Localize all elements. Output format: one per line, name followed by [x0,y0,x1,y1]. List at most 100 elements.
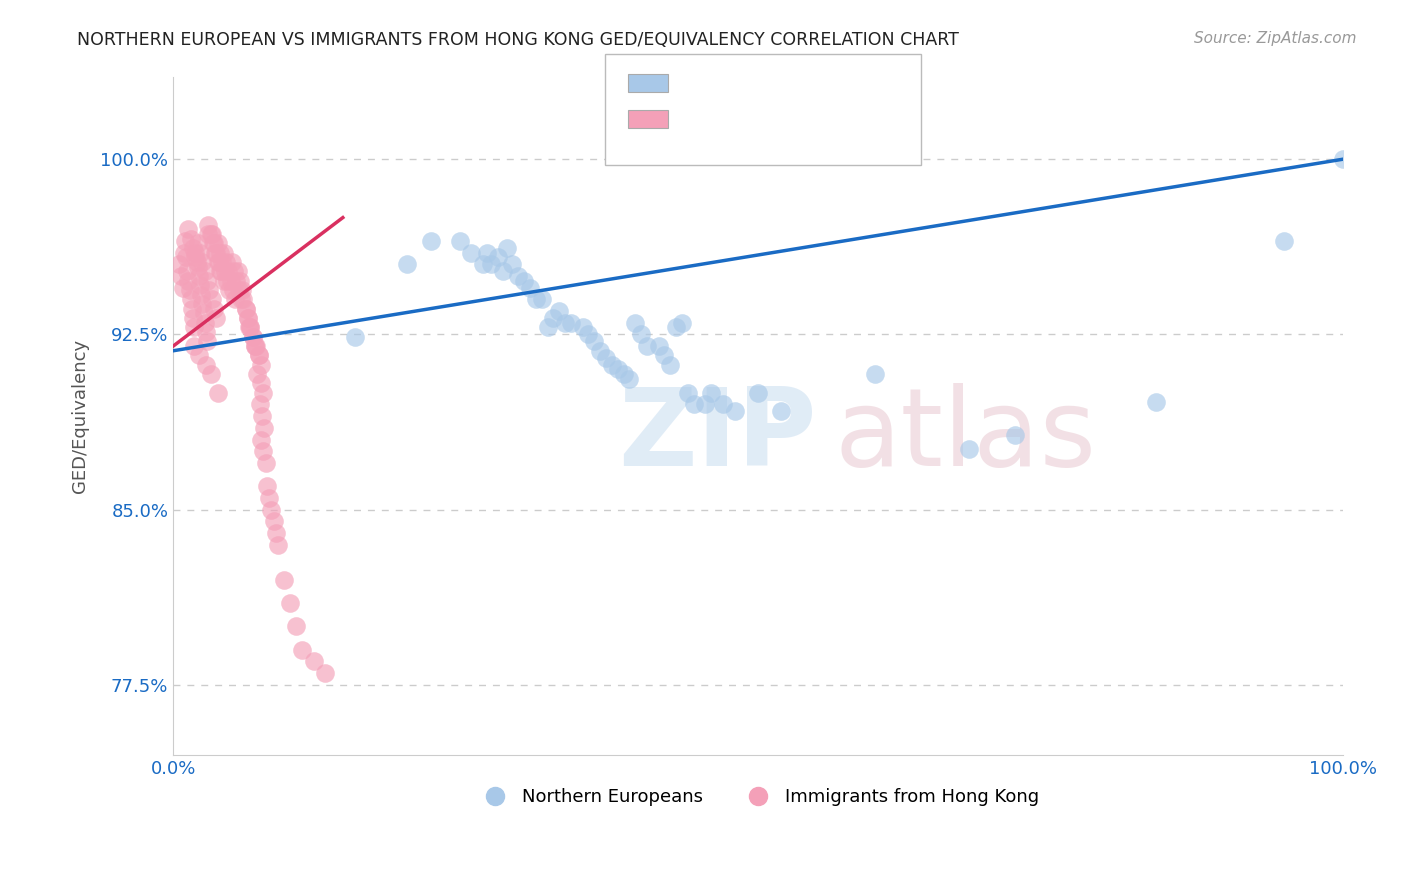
Point [263,514,285,528]
Point [495,241,517,255]
Point [207,385,229,400]
Point [229,274,252,288]
Point [252,444,274,458]
Point [682,397,704,411]
Text: atlas: atlas [834,384,1097,490]
Point [201,227,224,241]
Point [253,421,276,435]
Point [747,385,769,400]
Text: NORTHERN EUROPEAN VS IMMIGRANTS FROM HONG KONG GED/EQUIVALENCY CORRELATION CHART: NORTHERN EUROPEAN VS IMMIGRANTS FROM HON… [77,31,959,49]
Point [1004,428,1026,442]
Point [215,255,238,269]
Point [1274,234,1296,248]
Point [302,655,325,669]
Point [174,234,197,248]
Point [239,320,262,334]
Point [211,255,233,269]
Point [235,301,257,316]
Point [180,232,202,246]
Point [665,320,688,334]
Point [177,222,200,236]
Point [252,385,274,400]
Point [273,573,295,587]
Point [246,367,269,381]
Point [278,596,301,610]
Point [228,283,250,297]
Point [221,255,243,269]
Point [647,339,669,353]
Point [208,245,231,260]
Point [214,264,236,278]
Point [600,358,623,372]
Point [624,316,647,330]
Point [184,245,207,260]
Point [636,339,658,353]
Point [513,274,536,288]
Point [191,297,214,311]
Point [676,385,699,400]
Point [194,325,217,339]
Point [188,278,211,293]
Point [770,404,793,418]
Point [314,666,336,681]
Point [236,311,259,326]
Point [612,367,634,381]
Point [215,274,238,288]
Y-axis label: GED/Equivalency: GED/Equivalency [72,339,89,493]
Point [218,283,240,297]
Point [606,362,628,376]
Point [238,320,260,334]
Point [208,255,231,269]
Point [172,281,194,295]
Point [659,358,682,372]
Point [194,316,217,330]
Point [194,358,217,372]
Point [242,330,264,344]
Point [177,274,200,288]
Point [711,397,734,411]
Point [217,264,239,278]
Point [250,358,273,372]
Point [173,245,195,260]
Point [181,241,204,255]
Point [212,274,235,288]
Text: R =  0.261   N =  112: R = 0.261 N = 112 [678,108,887,126]
Point [207,236,229,251]
Point [187,260,209,274]
Point [243,339,266,353]
Point [197,218,219,232]
Point [863,367,886,381]
Point [250,433,273,447]
Point [225,274,247,288]
Point [475,245,498,260]
Point [724,404,747,418]
Point [548,304,571,318]
Text: R =  0.399   N =  53: R = 0.399 N = 53 [678,72,875,90]
Point [186,255,208,269]
Point [181,301,204,316]
Point [200,367,222,381]
Point [167,257,190,271]
Point [224,293,246,307]
Point [285,619,308,633]
Point [245,339,267,353]
Text: ZIP: ZIP [617,384,817,490]
Point [180,293,202,307]
Point [197,227,219,241]
Point [449,234,471,248]
Point [193,306,215,320]
Point [229,293,252,307]
Point [595,351,617,365]
Legend: Northern Europeans, Immigrants from Hong Kong: Northern Europeans, Immigrants from Hong… [470,781,1046,814]
Point [209,264,232,278]
Point [232,293,254,307]
Point [519,281,541,295]
Point [1331,152,1354,166]
Point [187,236,209,251]
Point [554,316,576,330]
Point [560,316,582,330]
Point [198,283,221,297]
Point [188,245,211,260]
Point [207,255,229,269]
Point [619,372,641,386]
